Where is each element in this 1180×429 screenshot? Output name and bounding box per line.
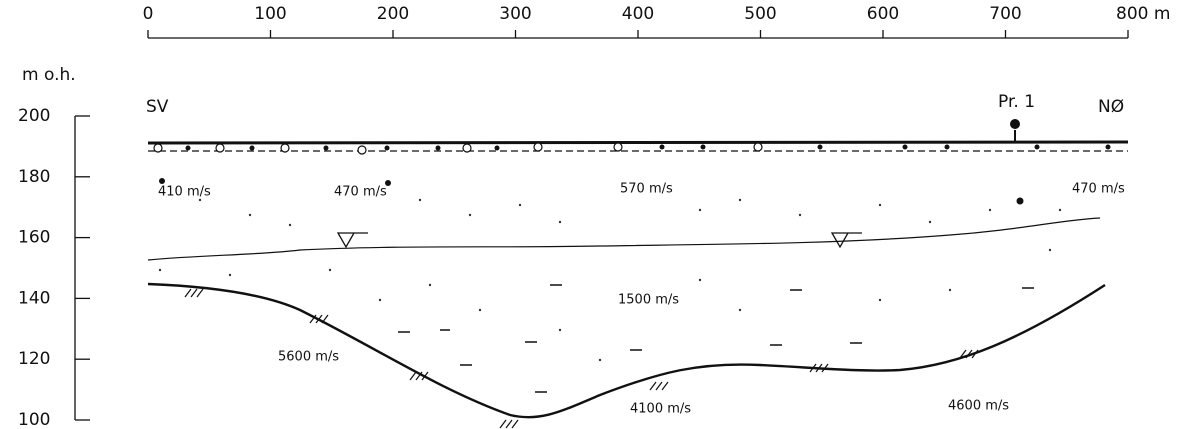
- sand-dot: [988, 208, 992, 212]
- sand-dot: [738, 308, 742, 312]
- velocity-label: 1500 m/s: [618, 293, 679, 308]
- sand-dot: [1048, 248, 1052, 252]
- axes: [74, 37, 1128, 420]
- sand-dot: [428, 283, 432, 287]
- y-tick-label: 180: [18, 167, 50, 187]
- sand-dot: [558, 220, 562, 224]
- right-label: NØ: [1098, 97, 1124, 117]
- sand-dot: [288, 223, 292, 227]
- x-tick-label: 600: [867, 4, 899, 24]
- y-tick-label: 200: [18, 106, 50, 126]
- x-tick-label: 0: [143, 4, 154, 24]
- velocity-label: 570 m/s: [620, 182, 673, 197]
- strata: [147, 130, 1129, 429]
- sand-dot: [738, 198, 742, 202]
- sand-dot: [598, 358, 602, 362]
- sand-dot: [418, 198, 422, 202]
- sand-dot: [518, 203, 522, 207]
- sand-dot: [198, 198, 202, 202]
- sand-dot: [928, 220, 932, 224]
- markers: [153, 119, 1111, 205]
- velocity-label: 410 m/s: [158, 185, 211, 200]
- y-tick-label: 100: [18, 410, 50, 429]
- sand-dot: [378, 298, 382, 302]
- sand-dot: [558, 328, 562, 332]
- sand-dot: [328, 268, 332, 272]
- velocity-label: 5600 m/s: [278, 350, 339, 365]
- sand-dot: [228, 273, 232, 277]
- probe-label: Pr. 1: [998, 92, 1035, 112]
- sand-dot: [948, 288, 952, 292]
- sand-dot: [1058, 208, 1062, 212]
- sand-dot: [798, 213, 802, 217]
- sand-dot: [878, 203, 882, 207]
- x-tick-label: 100: [254, 4, 286, 24]
- y-axis-title: m o.h.: [22, 65, 76, 85]
- y-tick-label: 160: [18, 228, 50, 248]
- left-label: SV: [146, 97, 169, 117]
- x-tick-label: 700: [989, 4, 1021, 24]
- velocity-label: 4600 m/s: [948, 399, 1009, 414]
- x-tick-label: 400: [622, 4, 654, 24]
- labels: SV NØ Pr. 1 410 m/s 470 m/s 570 m/s 470 …: [146, 92, 1125, 417]
- x-tick-label: 500: [744, 4, 776, 24]
- y-tick-label: 140: [18, 288, 50, 308]
- sand-dot: [248, 213, 252, 217]
- velocity-label: 4100 m/s: [630, 402, 691, 417]
- x-tick-label: 300: [499, 4, 531, 24]
- y-tick-label: 120: [18, 349, 50, 369]
- sand-dot: [158, 268, 162, 272]
- sand-dot: [478, 308, 482, 312]
- x-tick-label: 800 m: [1116, 4, 1170, 24]
- sand-dot: [698, 278, 702, 282]
- velocity-label: 470 m/s: [334, 185, 387, 200]
- x-tick-label: 200: [377, 4, 409, 24]
- velocity-label: 470 m/s: [1072, 182, 1125, 197]
- sand-dot: [698, 208, 702, 212]
- sand-dot: [878, 298, 882, 302]
- sand-dot: [468, 213, 472, 217]
